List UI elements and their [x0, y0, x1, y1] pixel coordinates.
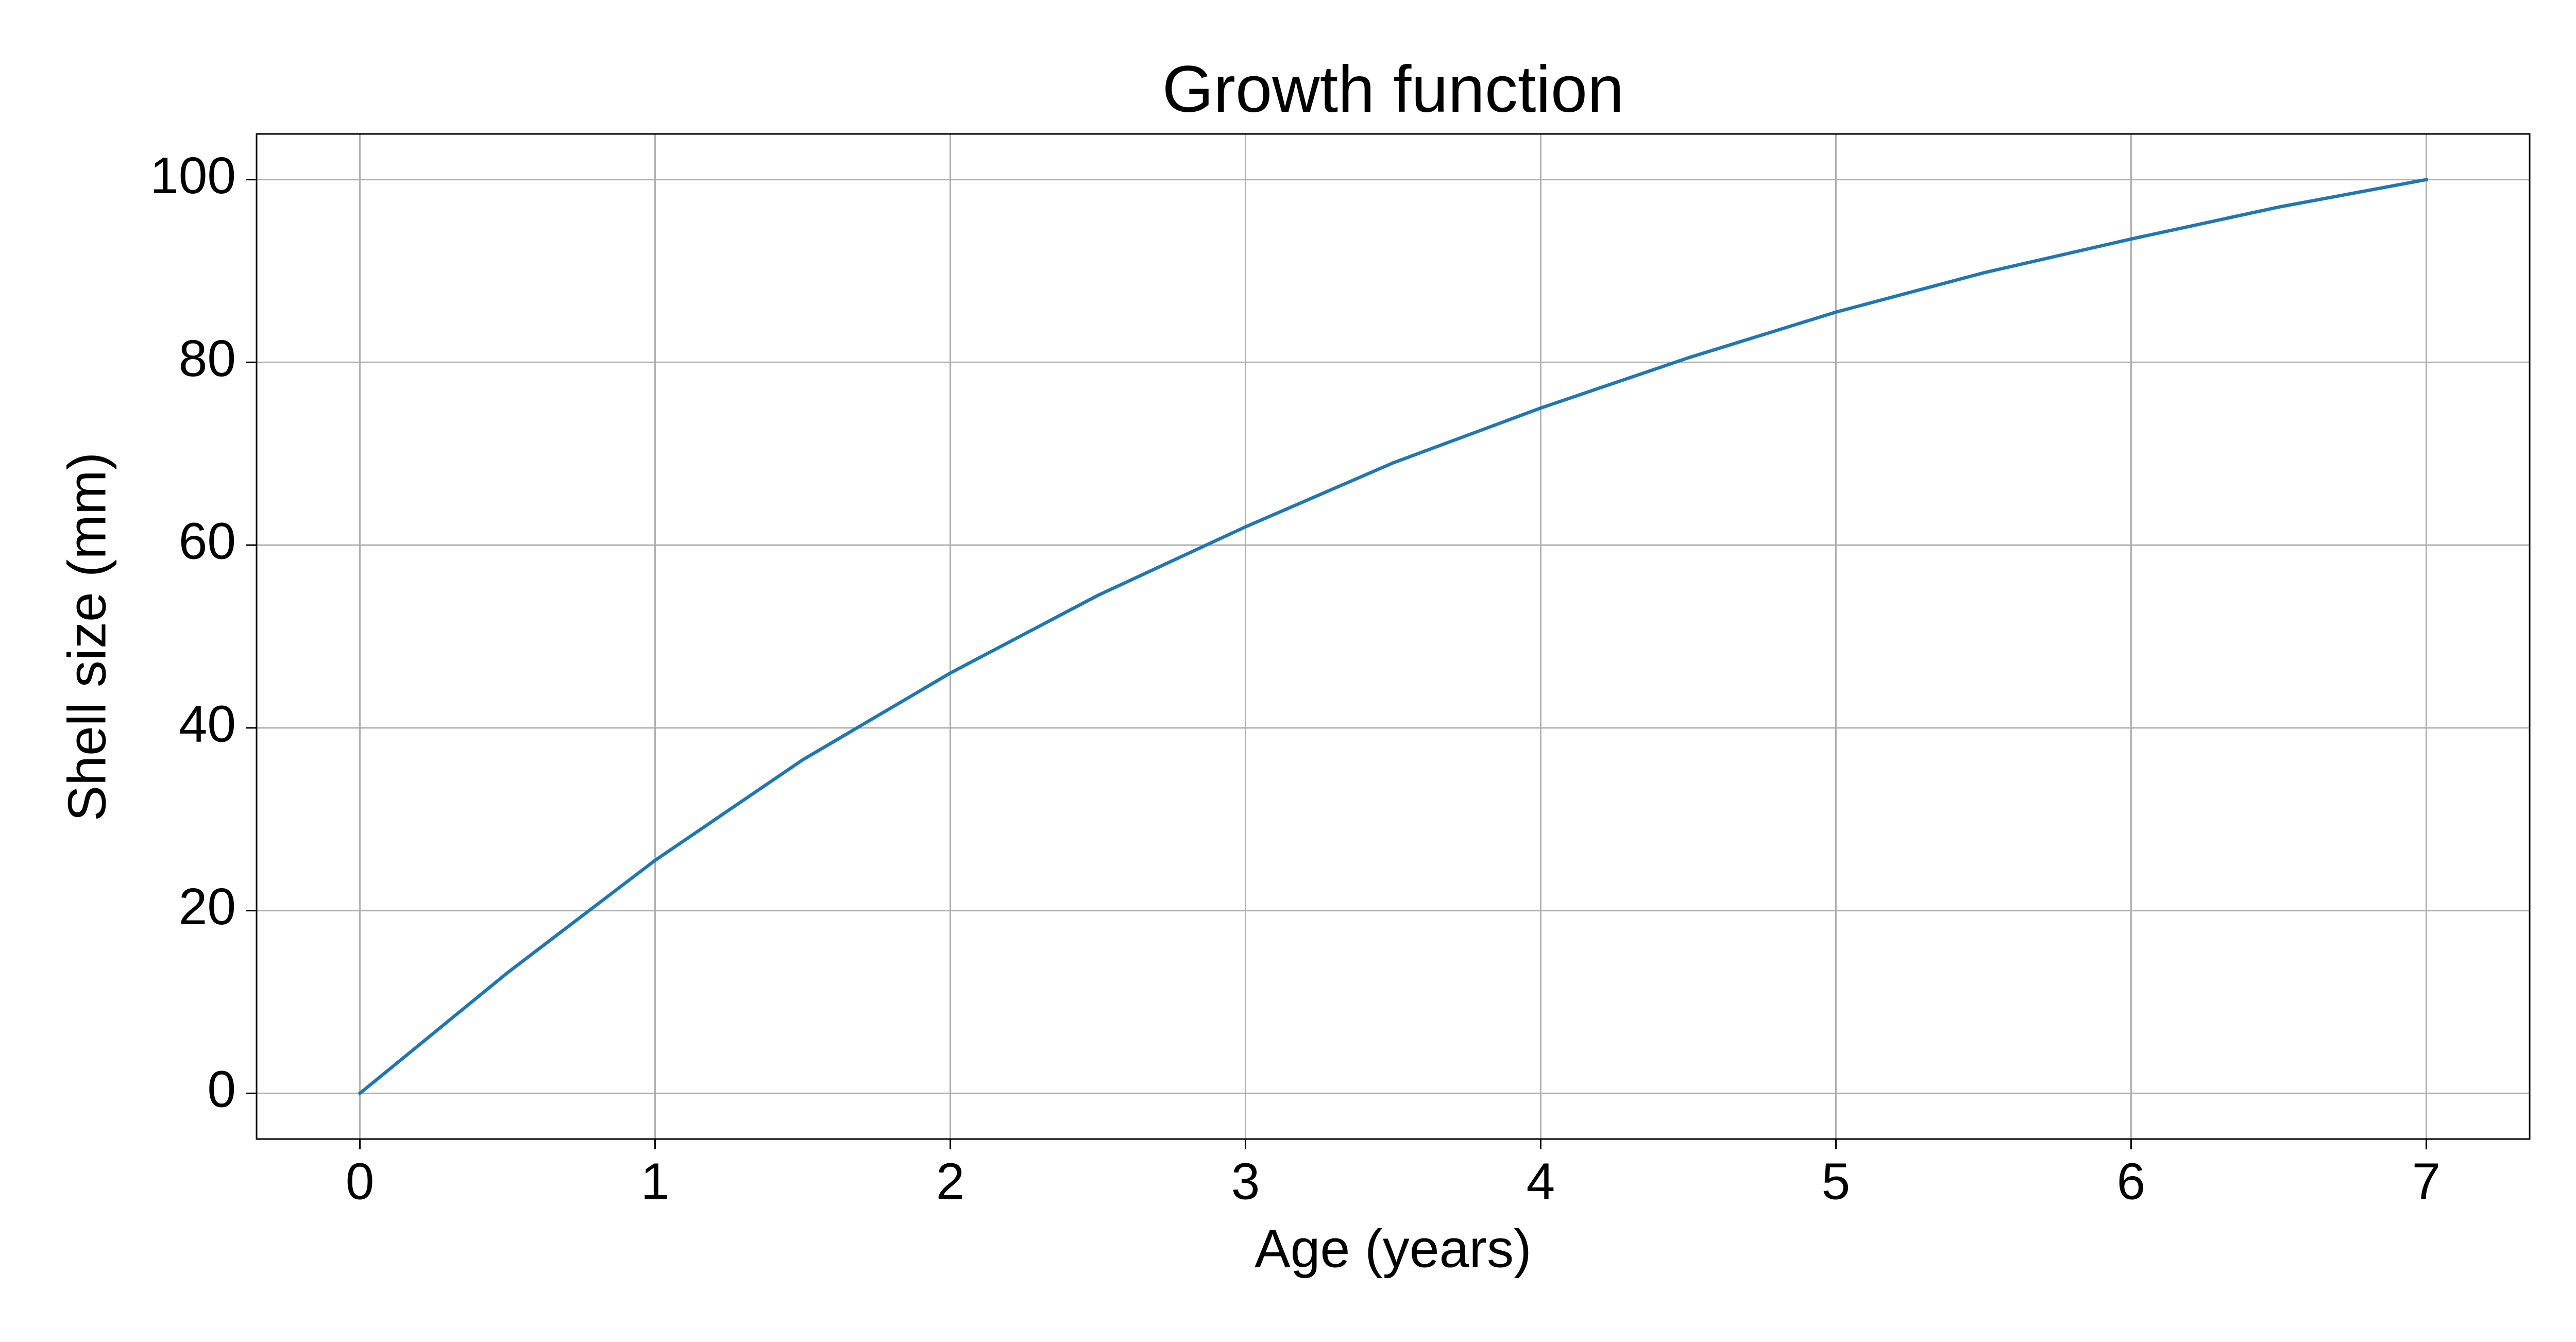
x-tick-label: 4: [1527, 1152, 1555, 1210]
y-tick-label: 100: [150, 147, 236, 205]
y-tick-label: 40: [179, 695, 236, 753]
x-tick-label: 5: [1822, 1152, 1851, 1210]
x-axis-label: Age (years): [1255, 1219, 1532, 1279]
x-tick-label: 1: [641, 1152, 670, 1210]
chart-title: Growth function: [1162, 53, 1624, 126]
x-tick-label: 3: [1231, 1152, 1260, 1210]
y-tick-label: 80: [179, 330, 236, 387]
y-tick-label: 20: [179, 878, 236, 936]
x-tick-label: 0: [346, 1152, 375, 1210]
y-tick-label: 0: [207, 1061, 236, 1118]
x-tick-label: 6: [2117, 1152, 2146, 1210]
y-axis-label: Shell size (mm): [57, 452, 117, 822]
line: [357, 177, 2429, 1096]
y-tick-label: 60: [179, 513, 236, 570]
plot-frame: [256, 133, 2531, 1140]
x-tick-label: 7: [2412, 1152, 2441, 1210]
x-tick-label: 2: [936, 1152, 965, 1210]
